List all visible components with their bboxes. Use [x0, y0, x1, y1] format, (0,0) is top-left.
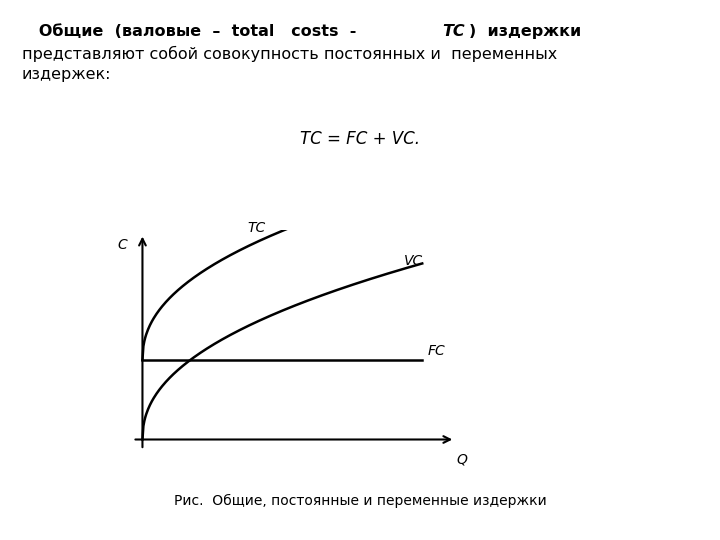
Text: VC: VC — [404, 254, 423, 268]
Text: FC: FC — [427, 343, 445, 357]
Text: TC = FC + VC.: TC = FC + VC. — [300, 130, 420, 147]
Text: TC: TC — [248, 221, 266, 235]
Text: издержек:: издержек: — [22, 68, 111, 83]
Text: Q: Q — [456, 452, 467, 466]
Text: )  издержки: ) издержки — [469, 24, 581, 39]
Text: Рис.  Общие, постоянные и переменные издержки: Рис. Общие, постоянные и переменные изде… — [174, 494, 546, 508]
Text: TC: TC — [442, 24, 464, 39]
Text: Общие  (валовые  –  total   costs  -: Общие (валовые – total costs - — [22, 24, 367, 39]
Text: C: C — [118, 238, 127, 252]
Text: представляют собой совокупность постоянных и  переменных: представляют собой совокупность постоянн… — [22, 46, 557, 62]
